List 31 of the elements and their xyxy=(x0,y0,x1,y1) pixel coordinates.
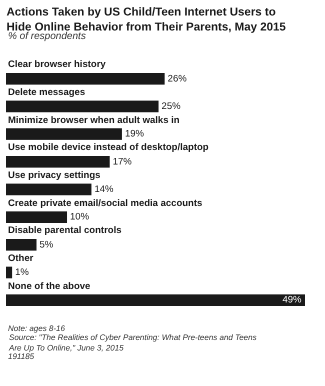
bar xyxy=(6,184,92,196)
y-tick-label: Delete messages xyxy=(8,87,86,98)
y-tick-label: Clear browser history xyxy=(8,59,106,70)
data-label: 25% xyxy=(162,100,182,112)
y-tick-label: Use privacy settings xyxy=(8,170,100,181)
data-label: 19% xyxy=(124,128,145,140)
text: Note: ages 8-16 xyxy=(8,324,66,333)
data-label: 17% xyxy=(112,156,132,168)
y-tick-label: Disable parental controls xyxy=(8,225,122,236)
bar xyxy=(6,266,12,278)
text: 191185 xyxy=(8,352,35,361)
y-tick-label: Other xyxy=(8,253,34,264)
data-label: 49% xyxy=(282,294,302,306)
y-tick-label: Create private email/social media accounts xyxy=(8,198,202,209)
bar xyxy=(6,156,110,168)
bar xyxy=(6,72,165,85)
bar xyxy=(6,294,305,306)
bar xyxy=(6,239,37,251)
y-tick-label: Minimize browser when adult walks in xyxy=(8,115,180,126)
bar xyxy=(6,100,159,112)
data-label: 14% xyxy=(94,184,114,195)
chart-subtitle: % of respondents xyxy=(8,31,86,42)
y-tick-label: None of the above xyxy=(8,281,90,292)
bar xyxy=(6,128,122,140)
bar xyxy=(6,211,68,223)
source-note: Source: "The Realities of Cyber Parenting: What Pre-teens and Teens Are Up To Online," June 3, 2015 xyxy=(8,333,257,352)
data-label: 5% xyxy=(40,239,54,250)
data-label: 10% xyxy=(70,212,90,223)
y-tick-label: Use mobile device instead of desktop/laptop xyxy=(8,142,209,153)
data-label: 1% xyxy=(15,266,30,278)
data-label: 26% xyxy=(168,73,188,84)
